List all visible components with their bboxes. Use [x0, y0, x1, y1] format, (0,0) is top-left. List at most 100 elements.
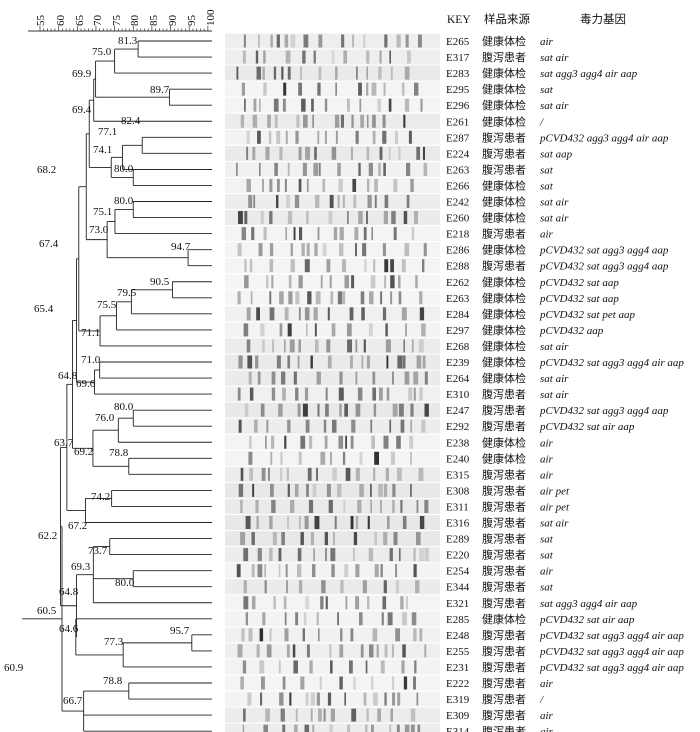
gel-band	[359, 612, 363, 626]
gel-band	[242, 50, 246, 64]
gel-lane	[225, 242, 440, 258]
gel-band	[340, 628, 343, 642]
gel-band	[391, 211, 396, 225]
gel-band	[279, 323, 283, 337]
virulence-genes: /	[539, 694, 544, 706]
gel-band	[335, 66, 338, 80]
gel-band	[404, 371, 410, 385]
strain-key: E315	[446, 469, 470, 481]
gel-band	[245, 612, 248, 626]
gel-band	[401, 259, 406, 273]
gel-band	[392, 483, 396, 497]
gel-band	[317, 130, 320, 144]
gel-band	[355, 564, 360, 578]
virulence-genes: air	[540, 437, 554, 449]
strain-key: E240	[446, 453, 470, 465]
gel-band	[337, 195, 340, 208]
gel-band	[367, 114, 369, 128]
gel-band	[344, 692, 346, 706]
gel-band	[260, 403, 265, 417]
gel-band	[285, 130, 288, 144]
node-label: 80.0	[115, 577, 135, 589]
gel-band	[260, 692, 263, 706]
node-label: 76.0	[95, 412, 115, 424]
node-label: 69.3	[71, 561, 91, 573]
gel-band	[393, 532, 398, 546]
gel-band	[351, 275, 355, 289]
gel-band	[264, 564, 266, 578]
gel-band	[416, 692, 419, 706]
gel-band	[332, 467, 337, 481]
gel-band	[387, 612, 393, 626]
sample-source: 腹泻患者	[482, 532, 526, 546]
gel-band	[396, 724, 400, 732]
gel-band	[310, 532, 314, 546]
virulence-genes: air	[540, 36, 554, 48]
gel-band	[295, 130, 299, 144]
gel-band	[410, 724, 415, 732]
gel-band	[247, 355, 253, 369]
virulence-genes: pCVD432 sat air aap	[539, 614, 635, 626]
gel-lane	[225, 675, 440, 691]
gel-band	[310, 708, 313, 722]
gel-band	[318, 34, 323, 48]
strain-key: E283	[446, 68, 470, 80]
sample-source: 腹泻患者	[482, 259, 526, 273]
gel-band	[356, 66, 358, 80]
sample-source: 腹泻患者	[482, 467, 526, 481]
gel-band	[403, 211, 408, 225]
gel-band	[338, 435, 344, 449]
node-label: 71.1	[81, 327, 100, 339]
sample-source: 健康体检	[482, 612, 526, 626]
virulence-genes: pCVD432 sat agg3 agg4 air aap	[539, 630, 684, 642]
strain-key: E260	[446, 213, 470, 225]
gel-band	[253, 98, 257, 112]
gel-band	[405, 323, 407, 337]
gel-band	[373, 259, 376, 273]
node-label: 71.0	[81, 354, 101, 366]
gel-band	[283, 596, 287, 610]
gel-band	[344, 564, 349, 578]
gel-band	[269, 178, 273, 192]
gel-band	[324, 435, 328, 449]
gel-band	[238, 211, 243, 225]
gel-band	[284, 339, 286, 353]
gel-band	[290, 499, 295, 513]
scale-tick-label: 75	[111, 15, 123, 27]
strain-key: E222	[446, 678, 469, 690]
gel-band	[382, 596, 387, 610]
gel-band	[419, 387, 423, 401]
gel-band	[370, 499, 372, 513]
node-label: 79.5	[117, 287, 137, 299]
sample-source: 腹泻患者	[482, 483, 526, 497]
gel-band	[318, 628, 320, 642]
strain-key: E261	[446, 116, 469, 128]
gel-band	[413, 628, 417, 642]
gel-band	[295, 387, 299, 401]
gel-band	[413, 387, 416, 401]
gel-band	[245, 516, 251, 529]
source-header: 样品来源	[484, 12, 530, 26]
gel-band	[294, 195, 300, 208]
gel-band	[257, 548, 262, 562]
gel-band	[386, 355, 389, 369]
node-label: 75.5	[97, 299, 117, 311]
gel-band	[385, 339, 391, 353]
gel-band	[325, 403, 329, 417]
node-label: 60.5	[37, 605, 57, 617]
gel-band	[334, 516, 337, 529]
gel-band	[246, 178, 251, 192]
gel-band	[355, 130, 359, 144]
strain-key: E262	[446, 277, 469, 289]
strain-key: E218	[446, 229, 470, 241]
gel-band	[389, 50, 391, 64]
gel-band	[306, 211, 309, 225]
gel-band	[301, 243, 305, 257]
gel-band	[396, 435, 401, 449]
gel-band	[355, 371, 358, 385]
gel-band	[414, 660, 417, 674]
gel-band	[372, 387, 376, 401]
gel-band	[276, 130, 281, 144]
virulence-genes: pCVD432 sat agg3 agg4 air aap	[539, 662, 684, 674]
gel-band	[416, 532, 421, 546]
